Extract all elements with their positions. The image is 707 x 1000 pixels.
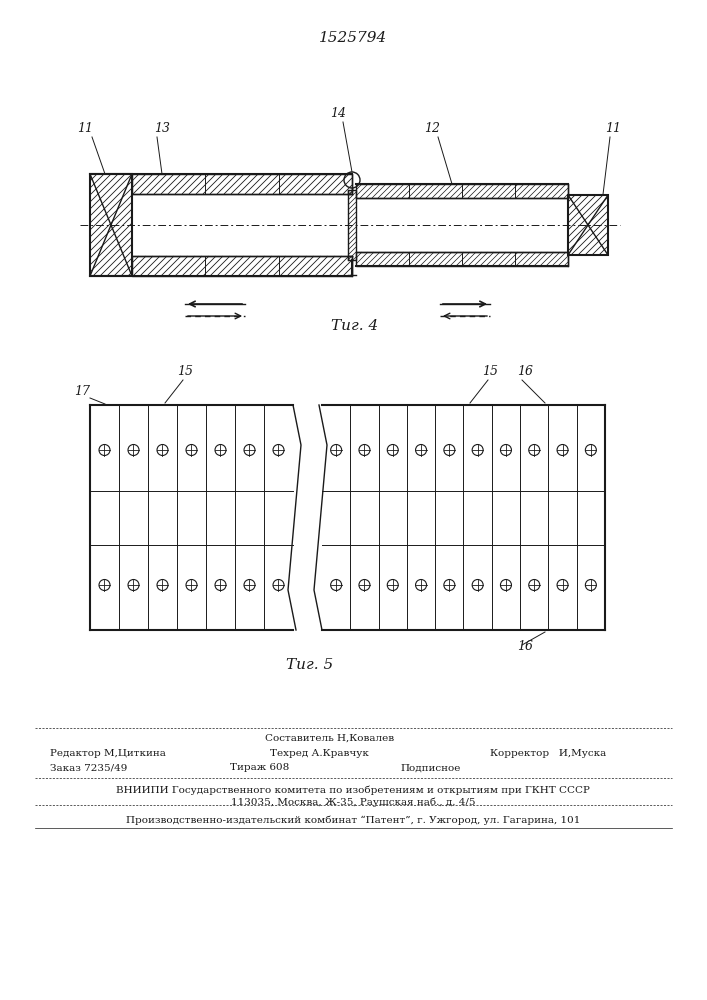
Text: 15: 15 (177, 365, 193, 378)
Text: 17: 17 (74, 385, 90, 398)
Text: 1525794: 1525794 (319, 31, 387, 45)
Bar (568, 195, 608, 255)
Bar (90, 174, 132, 276)
Text: Τиг. 5: Τиг. 5 (286, 658, 334, 672)
Text: 11: 11 (605, 122, 621, 135)
Bar (348, 190, 356, 260)
Text: Составитель Н,Ковалев: Составитель Н,Ковалев (265, 734, 395, 742)
Text: Редактор М,Циткина: Редактор М,Циткина (50, 748, 166, 758)
Bar (132, 256, 352, 276)
Text: 11: 11 (77, 122, 93, 135)
Text: Заказ 7235/49: Заказ 7235/49 (50, 764, 127, 772)
Text: 13: 13 (154, 122, 170, 135)
Text: Подписное: Подписное (400, 764, 460, 772)
Text: Корректор   И,Муска: Корректор И,Муска (490, 748, 606, 758)
Bar (356, 184, 568, 198)
Text: 15: 15 (482, 365, 498, 378)
Text: 16: 16 (517, 640, 533, 653)
Bar (356, 252, 568, 266)
Text: Тираж 608: Тираж 608 (230, 764, 289, 772)
Text: Τиг. 4: Τиг. 4 (332, 319, 379, 333)
Text: Производственно-издательский комбинат “Патент”, г. Ужгород, ул. Гагарина, 101: Производственно-издательский комбинат “П… (126, 815, 580, 825)
Text: 14: 14 (330, 107, 346, 120)
Text: 113035, Москва, Ж-35, Раушская наб., д. 4/5: 113035, Москва, Ж-35, Раушская наб., д. … (230, 797, 475, 807)
Text: 16: 16 (517, 365, 533, 378)
Text: 12: 12 (424, 122, 440, 135)
Bar (132, 174, 352, 194)
Text: ВНИИПИ Государственного комитета по изобретениям и открытиям при ГКНТ СССР: ВНИИПИ Государственного комитета по изоб… (116, 785, 590, 795)
Text: Техред А.Кравчук: Техред А.Кравчук (270, 748, 369, 758)
